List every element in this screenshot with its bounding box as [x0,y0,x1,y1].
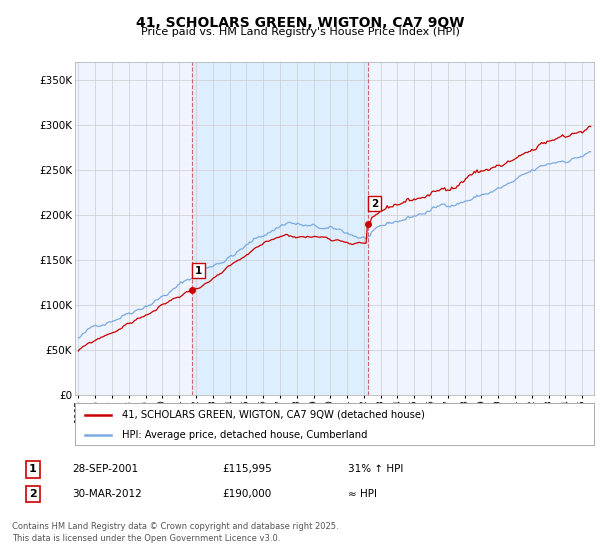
Text: 1: 1 [29,464,37,474]
Text: 41, SCHOLARS GREEN, WIGTON, CA7 9QW: 41, SCHOLARS GREEN, WIGTON, CA7 9QW [136,16,464,30]
Text: 30-MAR-2012: 30-MAR-2012 [72,489,142,499]
Text: 31% ↑ HPI: 31% ↑ HPI [348,464,403,474]
Text: £115,995: £115,995 [222,464,272,474]
Text: 2: 2 [371,199,378,209]
Text: 1: 1 [194,265,202,276]
Text: £190,000: £190,000 [222,489,271,499]
Text: 2: 2 [29,489,37,499]
Text: 41, SCHOLARS GREEN, WIGTON, CA7 9QW (detached house): 41, SCHOLARS GREEN, WIGTON, CA7 9QW (det… [122,409,425,419]
Text: Price paid vs. HM Land Registry's House Price Index (HPI): Price paid vs. HM Land Registry's House … [140,27,460,37]
Text: HPI: Average price, detached house, Cumberland: HPI: Average price, detached house, Cumb… [122,430,367,440]
Text: ≈ HPI: ≈ HPI [348,489,377,499]
Bar [191,62,368,395]
Text: Contains HM Land Registry data © Crown copyright and database right 2025.
This d: Contains HM Land Registry data © Crown c… [12,522,338,543]
Text: 28-SEP-2001: 28-SEP-2001 [72,464,138,474]
